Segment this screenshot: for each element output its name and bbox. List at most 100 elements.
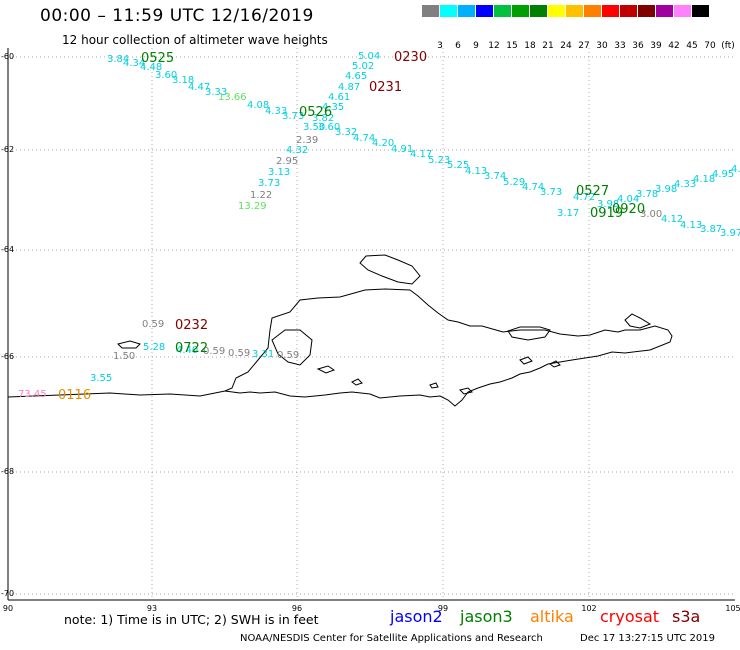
longitude-gridlines	[151, 48, 590, 600]
scale-swatch	[566, 5, 583, 17]
swh-value: 5.28	[143, 342, 165, 353]
antarctic-coastline	[7, 254, 673, 407]
pass-time-label: 0525	[141, 51, 174, 66]
swh-value: 4.33	[674, 179, 696, 190]
scale-label: 70	[704, 41, 716, 51]
mission-altika: altika	[530, 607, 574, 626]
swh-value: 4.17	[410, 149, 432, 160]
scale-swatch	[422, 5, 439, 17]
swh-value: 3.73	[282, 111, 304, 122]
swh-value: 3.78	[636, 189, 658, 200]
lat-label: -66	[1, 352, 14, 361]
swh-values: 3.84 4.34 4.48 3.60 3.18 4.47 3.33 13.66…	[18, 51, 740, 400]
scale-label: 36	[632, 41, 644, 51]
pass-time-label: 0526	[299, 105, 332, 120]
swh-value: 4.13	[465, 166, 487, 177]
swh-value: 3.13	[268, 167, 290, 178]
swh-value: 4.61	[328, 92, 350, 103]
page-subtitle: 12 hour collection of altimeter wave hei…	[62, 33, 328, 47]
swh-value: 4.48	[140, 62, 162, 73]
mission-jason2: jason2	[390, 607, 443, 626]
pass-time-label: 0919	[590, 206, 623, 221]
color-scale-legend: 3 6 9 12 15 18 21 24 27 30 33 36 39 42 45 70 (ft)	[422, 5, 735, 51]
scale-swatch	[494, 5, 511, 17]
coastline-lake	[507, 326, 551, 341]
pass-time-label: 0231	[369, 80, 402, 95]
scale-label: 45	[686, 41, 698, 51]
swh-value: 13.29	[238, 201, 267, 212]
mission-cryosat: cryosat	[600, 607, 660, 626]
longitude-labels: 90 93 96 99 102 105	[3, 604, 740, 613]
swh-value: 2.39	[296, 135, 318, 146]
pass-time-label: 0230	[394, 50, 427, 65]
scale-swatch	[476, 5, 493, 17]
mission-s3a: s3a	[672, 607, 701, 626]
swh-value: 3.84	[107, 54, 129, 65]
swh-value: 4.91	[391, 144, 413, 155]
scale-swatch	[638, 5, 655, 17]
scale-swatch	[656, 5, 673, 17]
swh-value: 13.66	[218, 92, 247, 103]
scale-swatch	[674, 5, 691, 17]
swh-value: 3.60	[155, 70, 177, 81]
swh-value: 0.59	[277, 350, 299, 361]
swh-value: 4.35	[322, 102, 344, 113]
coastline-island-east	[624, 313, 652, 329]
swh-value: 3.00	[640, 209, 662, 220]
coastline-island-north	[359, 254, 421, 285]
scale-label: 39	[650, 41, 662, 51]
scale-swatch	[602, 5, 619, 17]
coastline-lagoon	[271, 329, 313, 366]
swh-value: 2.95	[276, 156, 298, 167]
swh-value: 4.33	[265, 106, 287, 117]
lat-label: -62	[1, 145, 14, 154]
scale-label: 9	[473, 41, 479, 51]
swh-value: 4.32	[286, 145, 308, 156]
swh-value: 4.47	[188, 82, 210, 93]
scale-swatch	[692, 5, 709, 17]
swh-value: 3.55	[90, 373, 112, 384]
mission-jason3: jason3	[460, 607, 513, 626]
swh-value: 3.74	[484, 171, 506, 182]
swh-value: 5.29	[503, 177, 525, 188]
pass-time-label: 0116	[58, 388, 91, 403]
swh-value: 4.65	[345, 71, 367, 82]
latitude-labels: -60 -62 -64 -66 -68 -70	[1, 52, 14, 598]
swh-value: 5.04	[358, 51, 380, 62]
swh-value: 3.97	[720, 228, 740, 239]
footer-note: note: 1) Time is in UTC; 2) SWH is in fe…	[64, 612, 319, 627]
scale-swatch	[548, 5, 565, 17]
swh-value: 4.13	[680, 220, 702, 231]
swh-value: 4.74	[353, 133, 375, 144]
swh-value: 3.50	[303, 122, 325, 133]
swh-value: 4.95	[712, 169, 734, 180]
scale-swatch	[620, 5, 637, 17]
swh-value: 5.25	[447, 160, 469, 171]
swh-value: 1.22	[250, 190, 272, 201]
swh-value: 4.08	[247, 100, 269, 111]
scale-label: 24	[560, 41, 572, 51]
scale-label: 15	[506, 41, 518, 51]
scale-swatch	[512, 5, 529, 17]
swh-value: 3.60	[318, 122, 340, 133]
swh-value: 5.02	[352, 61, 374, 72]
swh-value: 4.72	[573, 192, 595, 203]
scale-label: 30	[596, 41, 608, 51]
swh-value: 4.20	[372, 138, 394, 149]
scale-label: 27	[578, 41, 590, 51]
swh-value: 5.23	[428, 155, 450, 166]
coastline-islet-d	[519, 356, 533, 365]
swh-value: 4.87	[338, 82, 360, 93]
swh-value: 3.98	[655, 184, 677, 195]
scale-swatch	[584, 5, 601, 17]
lat-label: -60	[1, 52, 14, 61]
credit-text: NOAA/NESDIS Center for Satellite Applica…	[240, 633, 543, 644]
scale-swatch	[530, 5, 547, 17]
pass-time-label: 0232	[175, 318, 208, 333]
coastline-islet-c	[459, 387, 473, 395]
scale-label: 18	[524, 41, 536, 51]
scale-labels: 3 6 9 12 15 18 21 24 27 30 33 36 39 42 45 70 (ft)	[422, 24, 735, 51]
scale-label: 12	[488, 41, 500, 51]
swh-value: 0.59	[228, 348, 250, 359]
